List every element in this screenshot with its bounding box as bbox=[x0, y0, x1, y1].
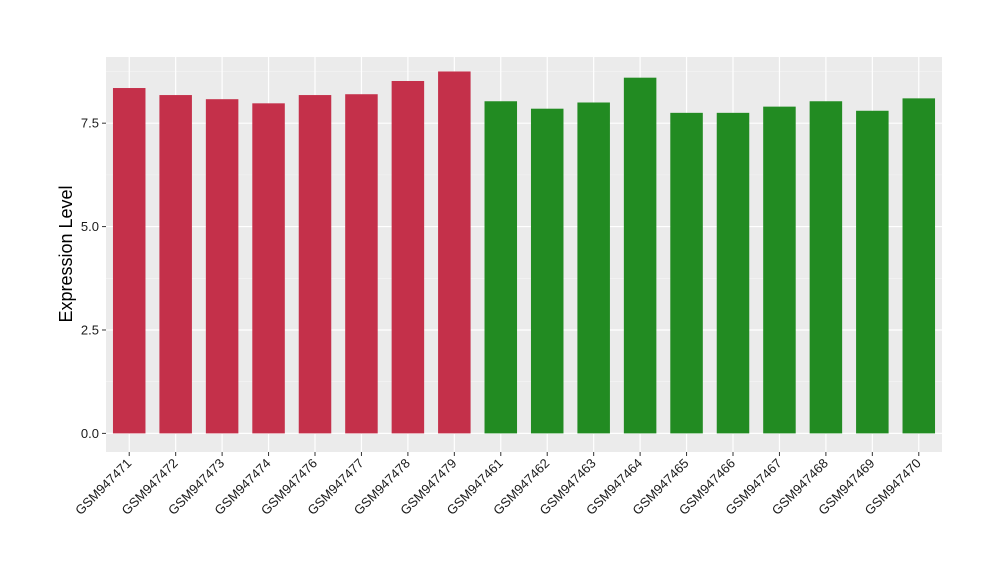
bar bbox=[809, 101, 843, 434]
y-tick-label: 5.0 bbox=[81, 219, 99, 234]
bar bbox=[716, 112, 750, 434]
y-tick-label: 7.5 bbox=[81, 116, 99, 131]
bar bbox=[902, 98, 936, 434]
bar bbox=[252, 103, 285, 434]
bar bbox=[484, 101, 518, 434]
bars bbox=[112, 71, 936, 434]
bar bbox=[763, 106, 796, 434]
bar bbox=[530, 108, 564, 434]
bar bbox=[345, 94, 378, 434]
bar bbox=[298, 95, 332, 434]
x-axis: GSM947471GSM947472GSM947473GSM947474GSM9… bbox=[72, 452, 924, 518]
bar bbox=[670, 112, 703, 434]
bar bbox=[856, 110, 889, 434]
bar bbox=[577, 102, 610, 434]
bar bbox=[438, 71, 471, 434]
bar bbox=[112, 88, 146, 434]
y-tick-label: 2.5 bbox=[81, 322, 99, 337]
bar bbox=[159, 95, 192, 434]
y-axis: 0.0 2.5 5.0 7.5 bbox=[81, 116, 106, 441]
bar bbox=[391, 80, 425, 434]
y-axis-title: Expression Level bbox=[56, 185, 76, 322]
bar bbox=[205, 99, 239, 434]
bar bbox=[623, 77, 657, 434]
y-tick-label: 0.0 bbox=[81, 426, 99, 441]
